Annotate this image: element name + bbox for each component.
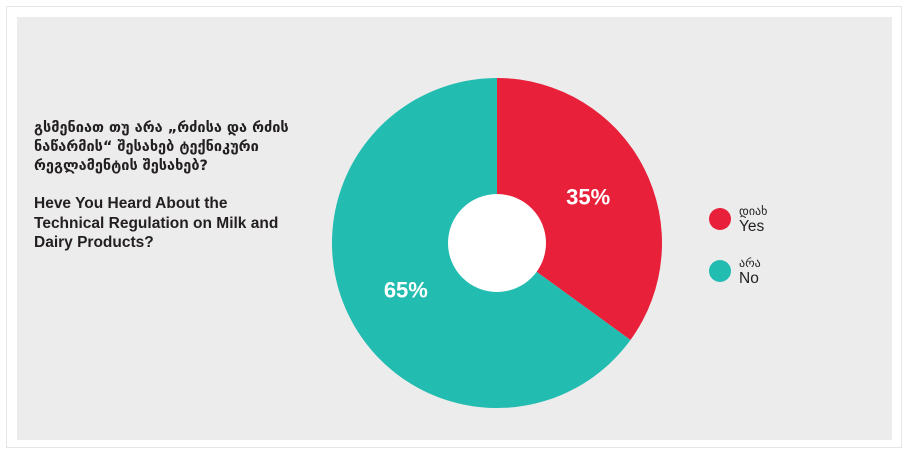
question-block: გსმენიათ თუ არა „რძისა და რძის ნაწარმის“… — [34, 119, 294, 253]
legend-label-english-yes: Yes — [739, 218, 765, 235]
legend-label-georgian-yes: დიახ — [739, 204, 768, 218]
slice-yes — [497, 78, 662, 340]
legend-label-georgian-no: არა — [739, 256, 761, 270]
legend-swatch-no — [709, 260, 731, 282]
donut-hole — [448, 194, 546, 292]
slice-label-no: 65% — [384, 277, 428, 302]
legend-item-no: არა No — [709, 256, 829, 296]
legend-swatch-yes — [709, 208, 731, 230]
question-english: Heve You Heard About the Technical Regul… — [34, 195, 279, 251]
slice-label-yes: 35% — [566, 185, 610, 210]
legend-item-yes: დიახ Yes — [709, 204, 829, 244]
question-georgian: გსმენიათ თუ არა „რძისა და რძის ნაწარმის“… — [34, 120, 289, 174]
legend-label-english-no: No — [739, 270, 759, 287]
